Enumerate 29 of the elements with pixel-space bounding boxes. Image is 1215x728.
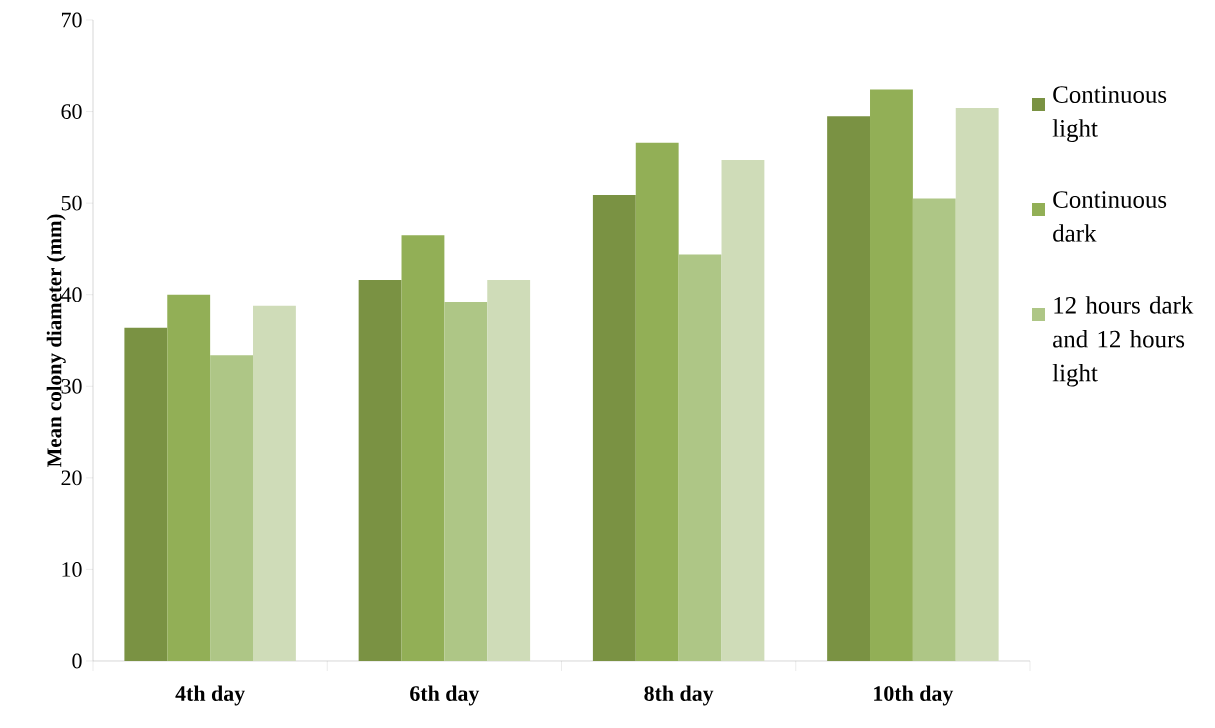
bar <box>721 160 765 661</box>
x-tick-label: 4th day <box>175 685 245 706</box>
legend-label: Continuous light <box>1052 86 1167 142</box>
x-tick-label: 8th day <box>644 685 714 706</box>
bar <box>401 235 445 661</box>
bar <box>444 302 488 661</box>
bar <box>210 355 253 661</box>
bar <box>124 327 168 661</box>
y-tick-label: 60 <box>61 104 82 119</box>
x-tick-label: 6th day <box>410 685 480 706</box>
bar <box>358 280 402 661</box>
bar <box>870 89 913 661</box>
bar <box>827 116 871 661</box>
y-tick-label: 50 <box>61 195 82 211</box>
legend-label: 12 hours dark and 12 hours light <box>1052 296 1194 387</box>
y-tick-label: 70 <box>62 12 82 28</box>
bar <box>635 142 679 661</box>
bar <box>253 305 296 661</box>
bar <box>912 198 956 661</box>
y-tick-label: 10 <box>62 562 82 577</box>
legend-label: Continuous dark <box>1053 191 1167 242</box>
x-tick-label: 10th day <box>874 685 954 706</box>
bar <box>678 254 722 661</box>
y-tick-label: 0 <box>72 653 82 669</box>
bar <box>592 194 636 661</box>
bar <box>955 107 999 661</box>
bar <box>167 294 211 661</box>
bar <box>487 280 531 661</box>
y-tick-label: 20 <box>61 470 82 486</box>
